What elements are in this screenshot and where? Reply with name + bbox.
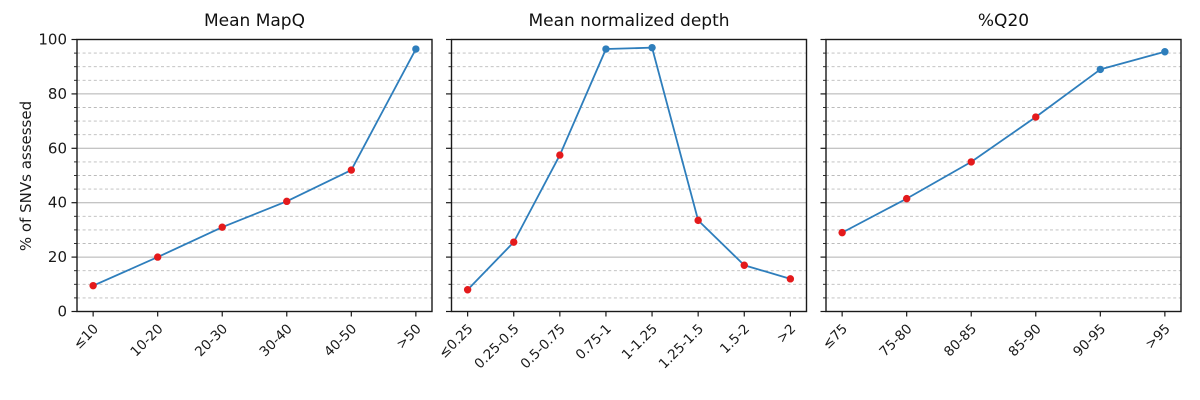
subplot-title-mean-normalized-depth: Mean normalized depth <box>528 11 730 31</box>
series-line <box>466 46 791 291</box>
subplot-title-mean-mapq: Mean MapQ <box>204 11 305 31</box>
x-tick-label: 20-30 <box>192 321 231 360</box>
data-point <box>510 238 518 246</box>
data-point <box>786 275 795 283</box>
y-tick-label: 60 <box>48 139 67 157</box>
data-point <box>838 228 846 237</box>
x-tick-label: 0.25-0.5 <box>471 321 522 372</box>
data-point <box>1161 48 1169 56</box>
data-point <box>1096 65 1105 74</box>
plot-box <box>825 38 1182 313</box>
data-point <box>740 261 748 269</box>
series-line <box>841 50 1166 234</box>
x-tick-label: 0.5-0.75 <box>517 321 568 372</box>
x-tick-label: 10-20 <box>127 321 166 360</box>
y-tick-label: 20 <box>48 248 67 266</box>
y-tick-label: 0 <box>57 303 67 321</box>
data-point <box>347 166 356 174</box>
plot-box <box>450 38 808 313</box>
data-point <box>89 281 97 290</box>
x-tick-label: 75-80 <box>876 321 915 360</box>
x-tick-label: >2 <box>774 321 799 346</box>
data-point <box>967 158 975 166</box>
x-tick-label: 90-95 <box>1070 321 1109 360</box>
series-line <box>92 48 417 287</box>
data-point <box>412 45 420 53</box>
x-tick-label: 0.75-1 <box>573 321 615 363</box>
data-point <box>218 223 226 231</box>
data-point <box>694 216 702 225</box>
data-point <box>648 43 656 52</box>
y-tick-label: 100 <box>38 31 67 49</box>
x-tick-label: ≤75 <box>819 321 850 352</box>
x-tick-label: >50 <box>393 321 424 352</box>
data-point <box>463 286 472 294</box>
data-point <box>556 151 564 159</box>
x-tick-label: 30-40 <box>257 321 296 360</box>
x-tick-label: ≤10 <box>70 321 101 352</box>
subplot-title-q20: %Q20 <box>977 11 1030 31</box>
x-tick-label: 40-50 <box>321 321 360 360</box>
x-tick-label: ≤0.25 <box>436 321 477 362</box>
x-tick-label: 1.25-1.5 <box>656 321 707 372</box>
y-tick-label: 80 <box>48 85 67 103</box>
x-tick-label: 1.5-2 <box>717 321 753 357</box>
subplot-2: ≤75 75-80 80-85 85-90 90-95 >95 <box>819 38 1182 360</box>
plot-box <box>76 38 433 313</box>
data-point <box>602 45 610 53</box>
y-tick-label: 40 <box>48 194 67 212</box>
data-point <box>283 197 291 206</box>
x-tick-label: 1-1.25 <box>619 321 661 363</box>
x-tick-label: >95 <box>1142 321 1173 352</box>
subplot-1: ≤0.250.25-0.50.5-0.75 0.75-1 1-1.251.25-1.… <box>436 38 808 372</box>
data-point <box>153 253 162 261</box>
data-point <box>902 194 911 203</box>
x-tick-label: 85-90 <box>1006 321 1045 360</box>
data-point <box>1032 113 1040 121</box>
subplot-0: 0 20 40 60 80 100 ≤10 10-20 20-30 30-40 40-50 >50 <box>38 31 433 360</box>
x-tick-label: 80-85 <box>941 321 980 360</box>
